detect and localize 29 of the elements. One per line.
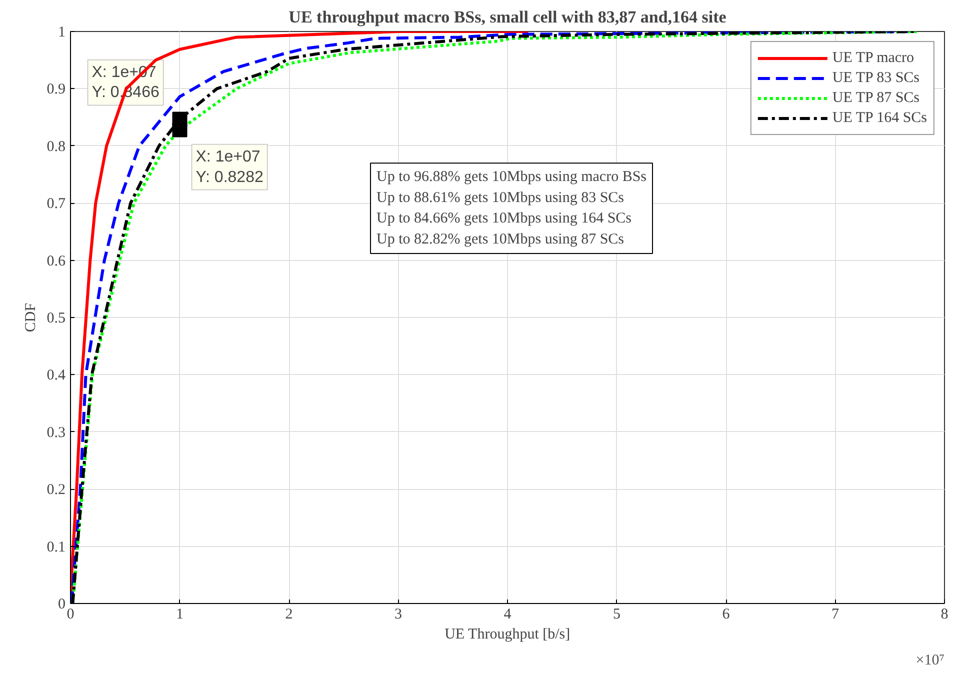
y-tick-label: 0.9 (46, 82, 66, 98)
x-axis-title: UE Throughput [b/s] (444, 626, 570, 642)
y-tick-label: 0.7 (46, 196, 66, 212)
x-tick-label: 6 (722, 606, 730, 622)
x-tick-label: 7 (832, 606, 840, 622)
x-tick-label: 3 (394, 606, 402, 622)
annotation: Up to 96.88% gets 10Mbps using macro BSs Up to 88.61% gets 10Mbps using 83 SCs Up to 84.66% gets 10Mbps using 164 SCs Up to 82.82% gets 10Mbps using 87 SCs (376, 169, 647, 248)
y-axis-title: CDF (22, 302, 39, 332)
y-tick-label: 0.5 (46, 310, 66, 326)
y-tick-label: 0.6 (46, 253, 66, 270)
legend-label: UE TP 83 SCs (832, 70, 920, 86)
y-tick-label: 0.1 (46, 539, 66, 556)
x-tick-label: 2 (285, 606, 293, 622)
x-tick-label: 1 (176, 606, 184, 622)
x-tick-label: 4 (504, 606, 512, 622)
x-tick-label: 5 (613, 606, 620, 622)
y-tick-label: 0.8 (46, 138, 66, 155)
chart-title: UE throughput macro BSs, small cell with 83,87 and,164 site (288, 8, 727, 26)
y-tick-label: 0.4 (46, 368, 66, 384)
y-tick-label: 0.2 (46, 482, 66, 498)
legend-label: UE TP 87 SCs (832, 90, 920, 106)
y-tick-label: 0.3 (46, 424, 66, 441)
text: ×10⁷ (916, 652, 945, 668)
y-tick-label: 1 (58, 24, 66, 40)
y-tick-label: 0 (58, 596, 66, 612)
annotation: X: 1e+07 Y: 0.8282 (196, 148, 264, 186)
x-tick-label: 8 (940, 606, 948, 622)
legend-label: UE TP macro (832, 50, 914, 66)
legend-label: UE TP 164 SCs (832, 110, 927, 126)
